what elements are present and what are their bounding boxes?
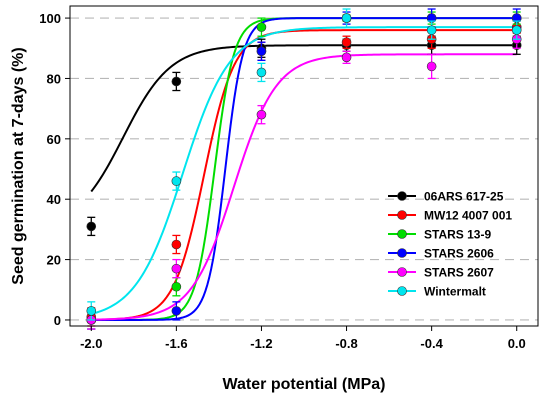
axis-ticks: -2.0 -1.6 -1.2 -0.8 -0.4 0.0 0 20 40 60 80 100 (39, 11, 525, 351)
x-axis-title: Water potential (MPa) (223, 376, 386, 393)
data-point (341, 13, 352, 23)
x-tick-label: 0.0 (508, 336, 526, 351)
fit-curve (90, 44, 517, 193)
legend-label: STARS 2606 (424, 247, 494, 261)
y-tick-label: 60 (47, 132, 61, 147)
x-tick-label: -1.6 (165, 336, 187, 351)
x-tick-label: -1.2 (250, 336, 272, 351)
legend-marker (397, 210, 407, 220)
legend-marker (397, 267, 407, 277)
y-tick-label: 40 (47, 192, 61, 207)
data-point (86, 221, 97, 232)
data-point (341, 52, 352, 63)
data-point (171, 76, 182, 87)
data-point (256, 46, 267, 57)
x-tick-label: -0.4 (420, 336, 443, 351)
data-point (171, 176, 182, 186)
legend-label: Wintermalt (424, 285, 486, 299)
data-point (256, 67, 267, 78)
legend-marker (397, 248, 407, 258)
legend-label: STARS 13-9 (424, 228, 491, 242)
x-tick-label: -2.0 (80, 336, 102, 351)
data-points (86, 8, 522, 330)
fit-curve (91, 26, 517, 315)
fit-curves (90, 17, 517, 321)
data-point (256, 22, 267, 32)
data-point (256, 109, 267, 120)
legend-marker (397, 191, 407, 201)
data-point (171, 239, 182, 250)
legend: 06ARS 617-25 MW12 4007 001 STARS 13-9 STARS… (388, 190, 512, 299)
data-point (171, 263, 182, 274)
data-point (171, 281, 182, 292)
data-point (426, 25, 437, 35)
fit-curve (91, 29, 517, 321)
legend-marker (397, 286, 407, 296)
legend-marker (397, 229, 407, 239)
y-tick-label: 100 (39, 11, 61, 26)
y-tick-label: 80 (47, 71, 61, 86)
data-point (426, 61, 437, 72)
fit-curve (91, 53, 517, 321)
data-point (86, 306, 97, 316)
y-tick-label: 20 (47, 253, 61, 268)
legend-label: STARS 2607 (424, 266, 494, 280)
fit-curve (91, 17, 517, 321)
data-point (171, 306, 182, 316)
data-point (511, 25, 522, 35)
plot-frame (69, 5, 539, 327)
x-tick-label: -0.8 (335, 336, 357, 351)
y-tick-label: 0 (54, 313, 61, 328)
data-point (341, 37, 352, 48)
legend-label: 06ARS 617-25 (424, 190, 504, 204)
y-axis-title: Seed germination at 7-days (%) (10, 47, 27, 284)
legend-label: MW12 4007 001 (424, 209, 512, 223)
